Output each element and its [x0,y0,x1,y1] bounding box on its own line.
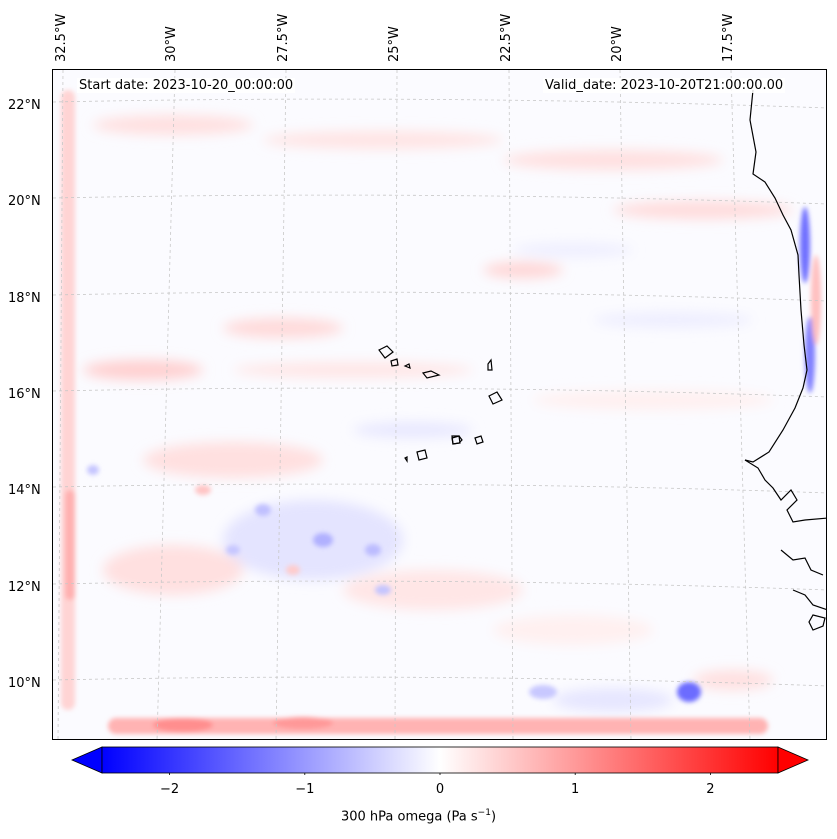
colorbar-title-text: 300 hPa omega (Pa s [340,809,478,825]
lon-label: 22.5°W [499,13,514,62]
colorbar-tick-label: 0 [435,782,445,797]
colorbar-title: 300 hPa omega (Pa s−1) [0,808,837,824]
lat-label: 10°N [8,676,41,691]
valid-date-label: Valid_date: 2023-10-20T21:00:00.00 [543,78,786,93]
coastline [744,89,826,631]
graticule [53,70,826,739]
colorbar [70,746,810,775]
start-date-label: Start date: 2023-10-20_00:00:00 [77,78,296,93]
islands [378,345,503,463]
lat-label: 16°N [8,387,41,402]
colorbar-tick-label: −2 [160,782,180,797]
lat-label: 18°N [8,291,41,306]
colorbar-title-unit-exponent: −1 [477,808,491,818]
lon-label: 17.5°W [721,13,736,62]
colorbar-min-extend [70,746,103,774]
lat-label: 12°N [8,580,41,595]
lon-label: 27.5°W [276,13,291,62]
colorbar-tick-label: 1 [571,782,580,797]
lat-label: 20°N [8,194,41,209]
lon-label: 30°W [164,26,179,62]
lat-label: 14°N [8,483,41,498]
colorbar-title-close: ) [490,809,497,825]
colorbar-gradient [101,746,779,774]
lon-label: 32.5°W [54,13,69,62]
lon-label: 25°W [387,26,402,62]
omega-field [53,70,826,739]
map-panel [52,69,827,740]
lon-label: 20°W [610,26,625,62]
boundary-artifacts [61,90,821,734]
colorbar-tick-label: −1 [295,782,315,797]
colorbar-max-extend [777,746,810,774]
colorbar-tick-marks [169,773,711,775]
colorbar-tick-label: 2 [706,782,715,797]
lat-label: 22°N [8,98,41,113]
